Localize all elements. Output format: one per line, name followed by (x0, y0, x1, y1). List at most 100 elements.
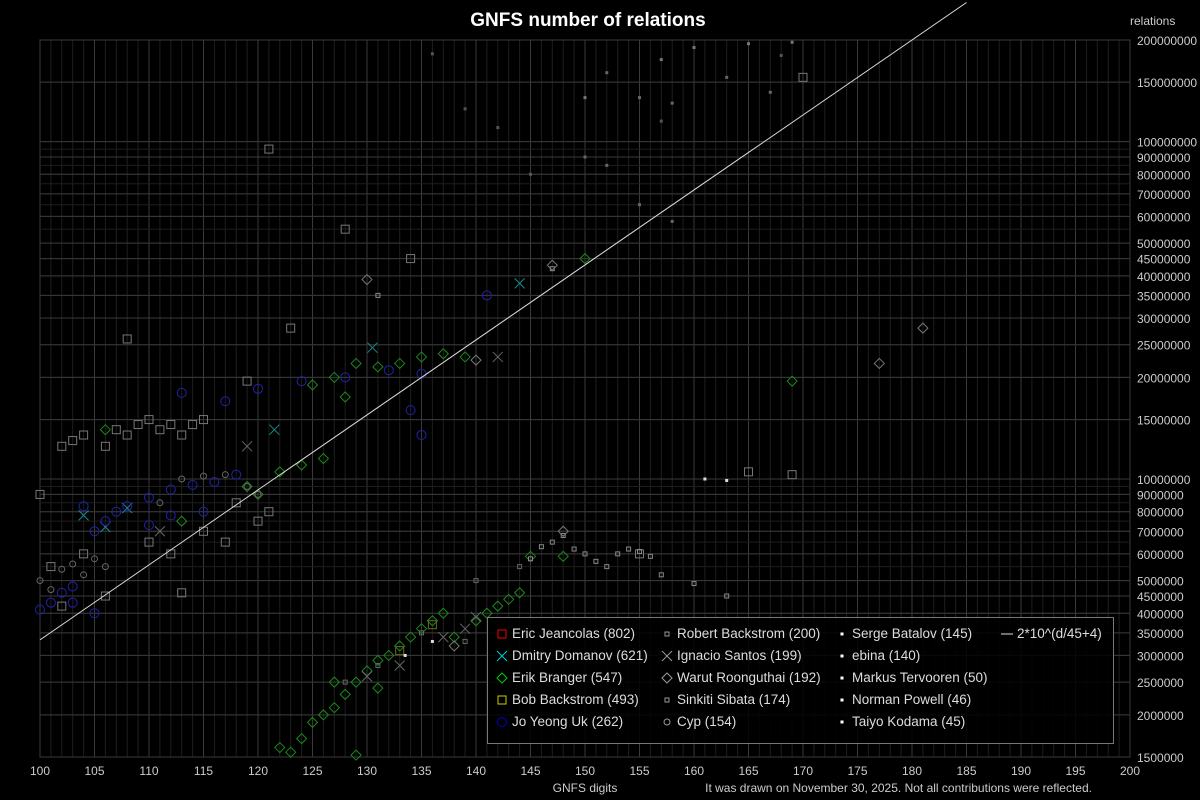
data-point (473, 578, 479, 584)
legend-marker-icon (495, 649, 509, 666)
data-point (747, 42, 750, 46)
data-point (406, 254, 416, 264)
x-tick-label: 120 (248, 764, 268, 778)
y-tick-label: 3000000 (1137, 649, 1184, 663)
data-point (549, 539, 555, 545)
x-tick-label: 110 (139, 764, 158, 778)
legend-marker-icon (835, 649, 849, 666)
y-tick-label: 4500000 (1137, 590, 1184, 604)
legend-label: Cyp (154) (677, 714, 737, 729)
data-point (605, 71, 609, 75)
data-point (122, 501, 133, 512)
data-point (437, 607, 450, 619)
y-tick-label: 1500000 (1137, 751, 1184, 765)
data-point (372, 654, 384, 667)
data-point (462, 638, 468, 644)
data-point (35, 489, 45, 499)
data-point (350, 676, 362, 688)
legend-symbol (661, 650, 673, 662)
data-point (513, 587, 526, 599)
data-point (372, 682, 384, 694)
data-point (873, 357, 886, 370)
legend-label: Jo Yeong Uk (262) (512, 714, 624, 729)
data-point (481, 607, 493, 619)
data-point (419, 630, 424, 636)
y-tick-label: 40000000 (1137, 270, 1191, 284)
legend-label: Ignacio Santos (199) (677, 648, 802, 663)
y-tick-label: 50000000 (1137, 237, 1191, 251)
legend-label: ebina (140) (852, 648, 921, 663)
data-point (253, 516, 263, 526)
data-point (243, 483, 251, 491)
data-point (100, 516, 111, 527)
data-point (111, 506, 122, 517)
y-tick-label: 25000000 (1137, 339, 1191, 353)
x-tick-label: 170 (793, 764, 813, 778)
legend-symbol (840, 632, 844, 636)
y-tick-label: 5000000 (1137, 575, 1184, 589)
data-point (254, 490, 262, 498)
legend-label: Taiyo Kodama (45) (852, 714, 966, 729)
y-tick-label: 2000000 (1137, 709, 1184, 723)
data-point (470, 611, 482, 623)
data-point (604, 564, 610, 570)
data-point (448, 631, 460, 643)
legend-symbol (497, 695, 507, 705)
data-point (101, 563, 109, 571)
data-point (517, 564, 523, 570)
data-point (415, 351, 428, 363)
data-point (579, 252, 591, 265)
x-tick-label: 155 (629, 764, 649, 778)
data-point (122, 430, 132, 440)
data-point (56, 587, 67, 598)
trend-line-path (39, 2, 967, 641)
x-tick-label: 200 (1120, 764, 1140, 778)
data-point (786, 375, 798, 387)
data-point (395, 646, 405, 656)
legend-marker-icon (835, 715, 849, 732)
data-point (79, 549, 89, 559)
y-tick-label: 60000000 (1137, 210, 1191, 224)
data-point (342, 679, 348, 685)
data-point (175, 515, 188, 527)
y-tick-label: 90000000 (1137, 151, 1191, 165)
data-point (430, 52, 434, 56)
data-point (295, 459, 308, 471)
y-tick-label: 9000000 (1137, 488, 1184, 502)
x-tick-label: 125 (302, 764, 322, 778)
data-point (383, 649, 395, 662)
data-point (67, 581, 78, 592)
data-point (571, 546, 577, 552)
data-point (79, 430, 89, 440)
data-point (372, 361, 384, 373)
legend-label: Erik Branger (547) (512, 670, 623, 685)
data-point (670, 219, 674, 223)
data-point (198, 506, 209, 517)
legend-symbol (497, 717, 507, 727)
data-point (659, 58, 663, 62)
legend-symbol (496, 650, 508, 662)
legend-label: Robert Backstrom (200) (677, 626, 821, 641)
data-point (593, 558, 599, 564)
y-tick-label: 80000000 (1137, 168, 1191, 182)
legend-label: Markus Tervooren (50) (852, 670, 988, 685)
legend-symbol (664, 631, 670, 637)
data-point (68, 436, 78, 446)
data-point (557, 525, 569, 537)
legend-symbol (840, 654, 844, 658)
data-point (177, 588, 187, 598)
data-point (253, 383, 263, 394)
data-point (375, 292, 381, 298)
data-point (470, 615, 482, 627)
legend-label: Sinkiti Sibata (174) (677, 692, 791, 707)
legend-marker-icon (660, 671, 674, 688)
data-point (430, 639, 434, 643)
x-tick-label: 160 (684, 764, 704, 778)
data-point (89, 608, 100, 619)
data-point (426, 615, 439, 627)
data-point (448, 640, 460, 652)
data-point (188, 420, 198, 430)
legend-marker-icon (660, 649, 674, 666)
